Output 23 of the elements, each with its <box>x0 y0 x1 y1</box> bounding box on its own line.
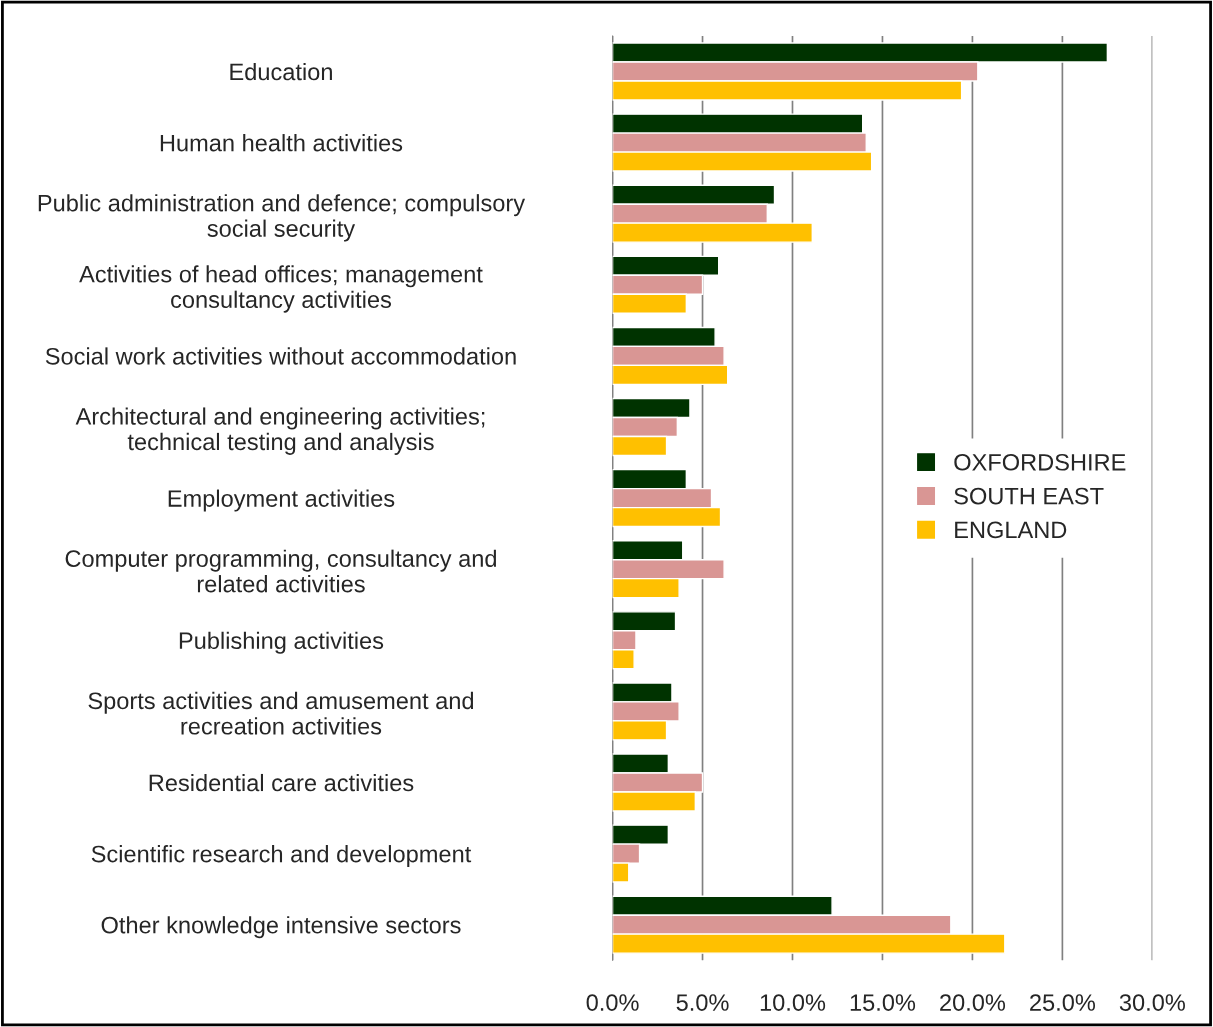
x-tick-label: 30.0% <box>1119 994 1185 1011</box>
y-tick-label: Architectural and engineering activities; technical testing and analysis <box>75 407 485 455</box>
y-tick-label: Residential care activities <box>149 773 414 792</box>
x-tick-label: 25.0% <box>1030 994 1096 1011</box>
legend-label: OXFORDSHIRE <box>954 453 1126 471</box>
x-tick-label: 10.0% <box>760 994 826 1011</box>
legend-label: ENGLAND <box>955 521 1067 539</box>
y-tick-label: Sports activities and amusement and recreation activities <box>88 691 474 735</box>
y-tick-label: Publishing activities <box>179 631 384 654</box>
y-tick-label: Social work activities without accommodation <box>45 347 516 365</box>
y-tick-label: Other knowledge intensive sectors <box>101 916 461 939</box>
y-tick-label: Education <box>230 62 332 81</box>
x-tick-label: 15.0% <box>850 994 916 1011</box>
y-tick-label: Activities of head offices; management consultancy activities <box>79 265 483 313</box>
y-tick-label: Human health activities <box>160 134 403 152</box>
x-tick-label: 5.0% <box>676 994 729 1011</box>
y-tick-label: Public administration and defence; compulsory social security <box>38 194 526 242</box>
legend-label: SOUTH EAST <box>954 487 1104 505</box>
y-tick-label: Employment activities <box>168 489 395 512</box>
x-tick-label: 20.0% <box>940 994 1006 1011</box>
y-tick-label: Computer programming, consultancy and related activities <box>65 549 496 593</box>
x-tick-label: 0.0% <box>586 994 639 1011</box>
y-tick-label: Scientific research and development <box>91 845 472 868</box>
